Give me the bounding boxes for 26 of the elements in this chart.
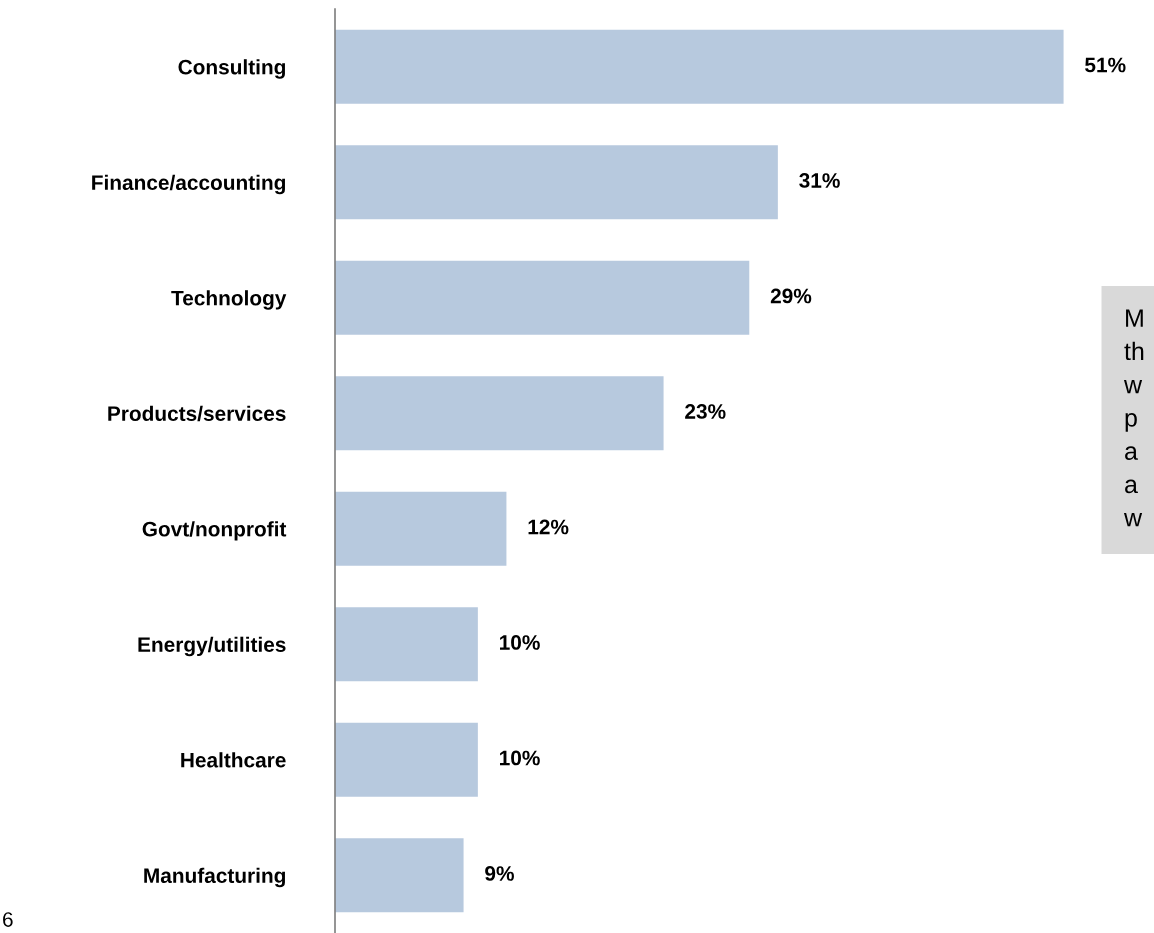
y-tick-label: Products/services bbox=[108, 405, 286, 422]
bar bbox=[335, 260, 750, 335]
y-tick-label: Energy/utilities bbox=[138, 636, 286, 657]
y-tick-label: Finance/accounting bbox=[92, 174, 286, 195]
bar bbox=[335, 145, 778, 220]
y-tick-label: Consulting bbox=[178, 59, 285, 79]
data-label: 12% bbox=[528, 519, 569, 535]
y-tick-label: Govt/nonprofit bbox=[142, 521, 287, 541]
text: 6 bbox=[3, 912, 13, 927]
bar bbox=[335, 29, 1064, 104]
bar bbox=[335, 838, 464, 913]
y-tick-label: Healthcare bbox=[181, 752, 286, 768]
data-label: 9% bbox=[485, 866, 514, 881]
data-label: 51% bbox=[1085, 57, 1126, 73]
bar bbox=[335, 491, 507, 566]
y-tick-label: Manufacturing bbox=[144, 867, 286, 888]
data-label: 10% bbox=[500, 750, 540, 766]
data-label: 31% bbox=[799, 173, 840, 188]
bar bbox=[335, 722, 478, 797]
text: M th w p a a w bbox=[1123, 309, 1144, 527]
data-label: 10% bbox=[500, 635, 540, 650]
y-tick-label: Technology bbox=[171, 290, 287, 310]
bar bbox=[335, 607, 478, 682]
bar bbox=[335, 376, 664, 451]
data-label: 29% bbox=[770, 288, 812, 304]
data-label: 23% bbox=[685, 404, 726, 419]
